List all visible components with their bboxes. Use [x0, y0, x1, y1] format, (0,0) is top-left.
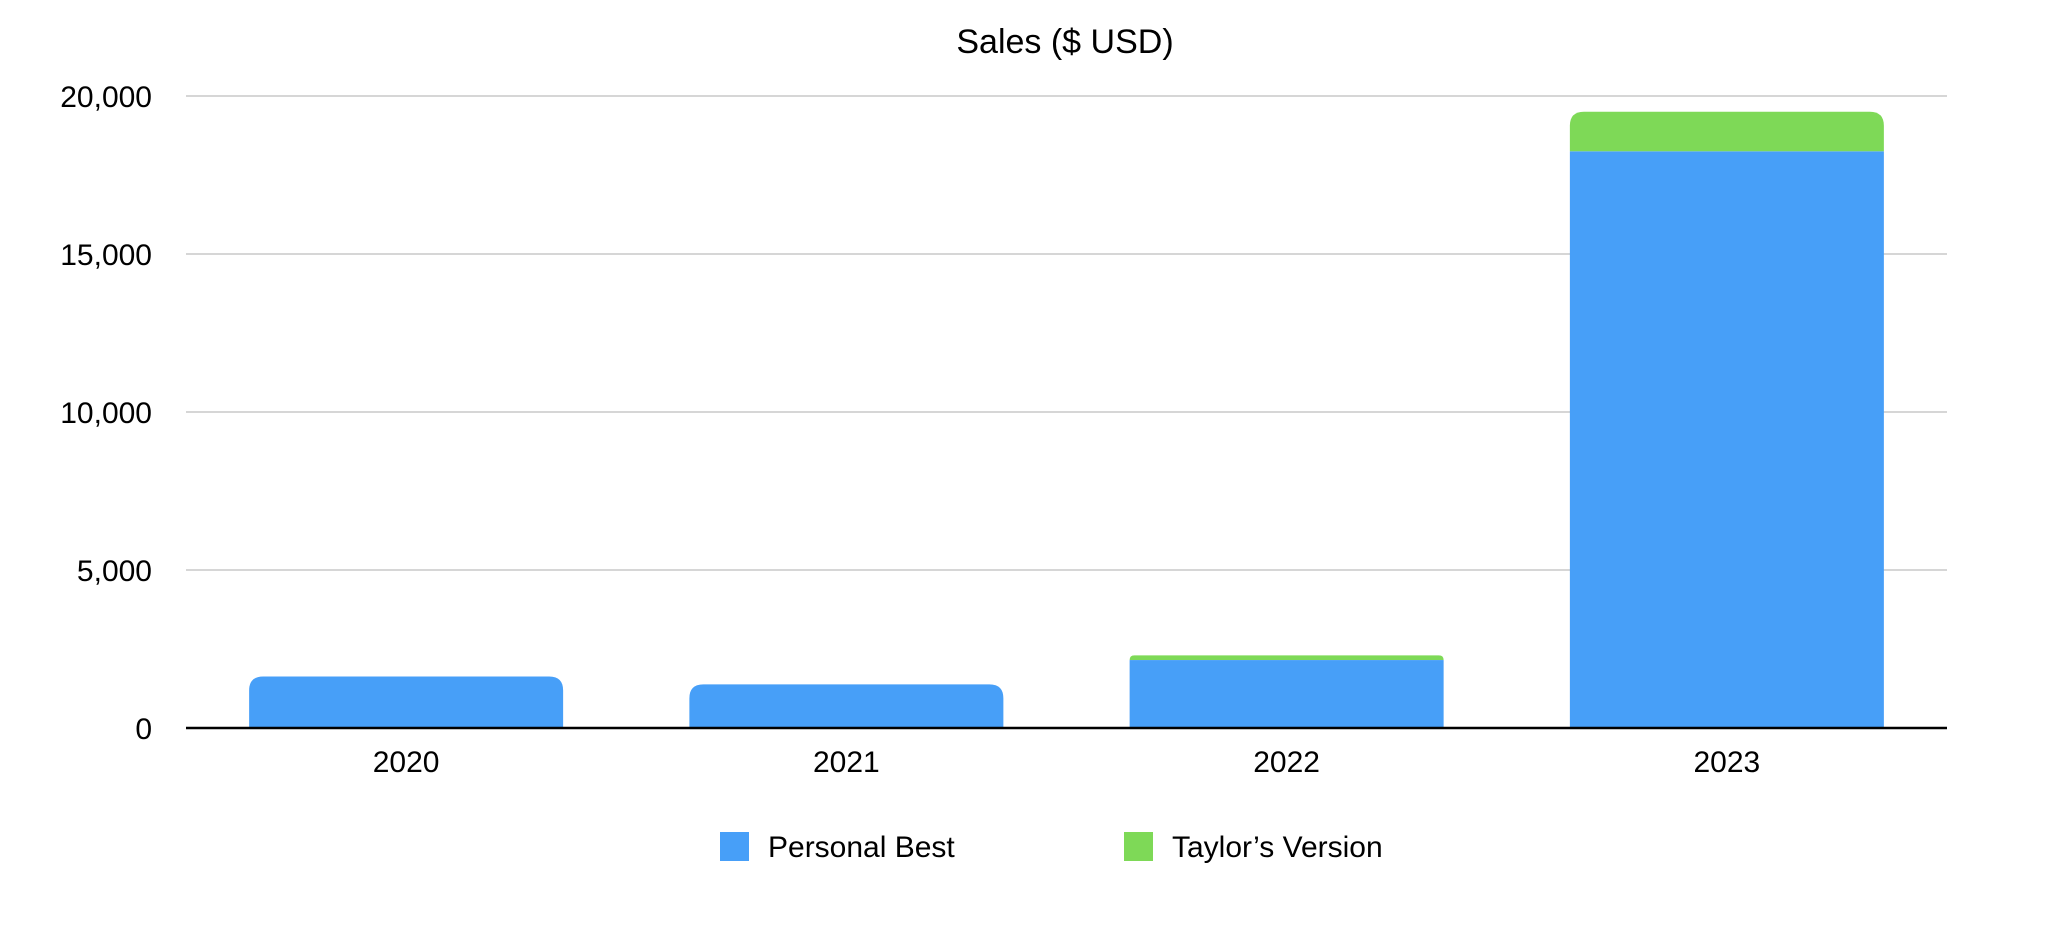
x-tick-label: 2020 [373, 746, 440, 779]
bars [249, 111, 1884, 729]
bar-2020-personal-best [249, 676, 564, 728]
x-axis-ticks: 2020 2021 2022 2023 [373, 746, 1761, 779]
legend-label: Personal Best [768, 831, 955, 864]
y-tick-label: 5,000 [77, 555, 152, 588]
bar-2023-personal-best [1569, 151, 1884, 729]
bar-2021-personal-best [689, 684, 1004, 728]
x-tick-label: 2022 [1253, 746, 1320, 779]
y-tick-label: 0 [135, 713, 152, 746]
x-tick-label: 2023 [1694, 746, 1761, 779]
bar-2022-taylor-s-version [1129, 655, 1444, 661]
legend-label: Taylor’s Version [1172, 831, 1383, 864]
chart-title: Sales ($ USD) [956, 23, 1173, 61]
bar-2023-taylor-s-version [1569, 111, 1884, 152]
y-tick-label: 15,000 [60, 239, 152, 272]
x-tick-label: 2021 [813, 746, 880, 779]
legend-swatch [720, 832, 749, 861]
legend-swatch [1124, 832, 1153, 861]
y-tick-label: 10,000 [60, 397, 152, 430]
y-axis-ticks: 0 5,000 10,000 15,000 20,000 [60, 81, 152, 746]
bar-2022-personal-best [1129, 660, 1444, 728]
y-tick-label: 20,000 [60, 81, 152, 114]
legend: Personal Best Taylor’s Version [720, 831, 1383, 864]
